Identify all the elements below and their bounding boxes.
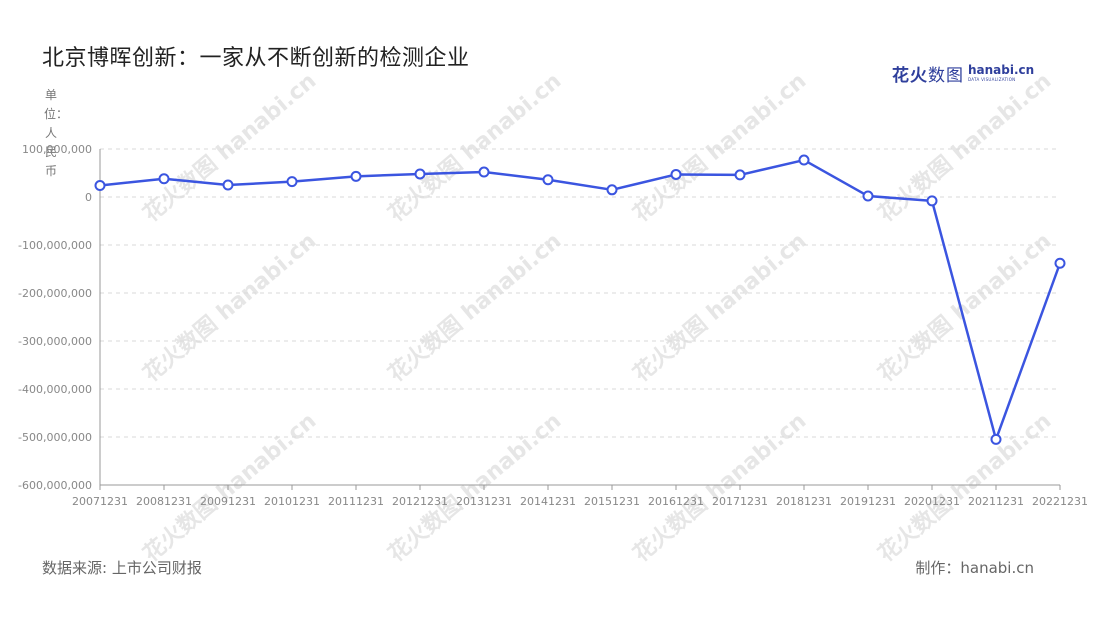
x-tick-label: 20171231 [712, 495, 768, 508]
grid-lines [100, 148, 1060, 438]
data-source-note: 数据来源: 上市公司财报 [42, 559, 202, 577]
data-point [158, 173, 170, 185]
data-point [414, 168, 426, 180]
data-point [862, 190, 874, 202]
data-point [798, 154, 810, 166]
y-tick-label: 0 [85, 191, 92, 204]
y-tick-label: -200,000,000 [18, 287, 92, 300]
x-tick-label: 20161231 [648, 495, 704, 508]
data-point [1054, 257, 1066, 269]
logo-text-en: hanabi.cn DATA VISUALIZATION [968, 64, 1034, 82]
logo-text-cn: 花火数图 [892, 61, 964, 86]
x-tick-label: 20181231 [776, 495, 832, 508]
data-point [94, 179, 106, 191]
chart-title: 北京博晖创新：一家从不断创新的检测企业 [42, 46, 470, 71]
x-tick-label: 20221231 [1032, 495, 1088, 508]
data-point [734, 169, 746, 181]
x-tick-label: 20151231 [584, 495, 640, 508]
series-layer [94, 154, 1066, 445]
data-point [350, 170, 362, 182]
x-tick-label: 20081231 [136, 495, 192, 508]
data-point [222, 179, 234, 191]
data-point [286, 176, 298, 188]
x-tick-label: 20111231 [328, 495, 384, 508]
x-tick-label: 20191231 [840, 495, 896, 508]
logo-text-cn-thin: 数图 [928, 65, 964, 86]
logo-tagline: DATA VISUALIZATION [968, 77, 1016, 82]
maker-credit: 制作：hanabi.cn [915, 559, 1034, 577]
x-tick-label: 20101231 [264, 495, 320, 508]
data-point [926, 195, 938, 207]
y-tick-label: -500,000,000 [18, 431, 92, 444]
y-axis-unit-label: 单位：人民币 [44, 88, 69, 178]
x-tick-label: 20141231 [520, 495, 576, 508]
data-point [606, 184, 618, 196]
brand-logo: 花火数图 hanabi.cn DATA VISUALIZATION [892, 60, 1034, 86]
x-tick-label: 20201231 [904, 495, 960, 508]
data-point [478, 166, 490, 178]
x-tick-label: 20071231 [72, 495, 128, 508]
x-axis-ticks: 20071231 20081231 20091231 20101231 20111231… [72, 485, 1088, 508]
y-tick-label: -400,000,000 [18, 383, 92, 396]
axes [99, 149, 1060, 486]
x-tick-label: 20091231 [200, 495, 256, 508]
y-tick-label: 100,000,000 [22, 143, 92, 156]
y-axis-ticks: 100,000,000 0 -100,000,000 -200,000,000 -300… [18, 143, 92, 492]
x-tick-label: 20131231 [456, 495, 512, 508]
series-line [99, 158, 1062, 441]
y-tick-label: -600,000,000 [18, 479, 92, 492]
data-point [542, 174, 554, 186]
y-tick-label: -100,000,000 [18, 239, 92, 252]
logo-text-cn-bold: 花火 [892, 65, 928, 86]
data-point [670, 168, 682, 180]
y-tick-label: -300,000,000 [18, 335, 92, 348]
data-point [990, 433, 1002, 445]
x-tick-label: 20211231 [968, 495, 1024, 508]
logo-domain: hanabi.cn [968, 63, 1035, 77]
x-tick-label: 20121231 [392, 495, 448, 508]
